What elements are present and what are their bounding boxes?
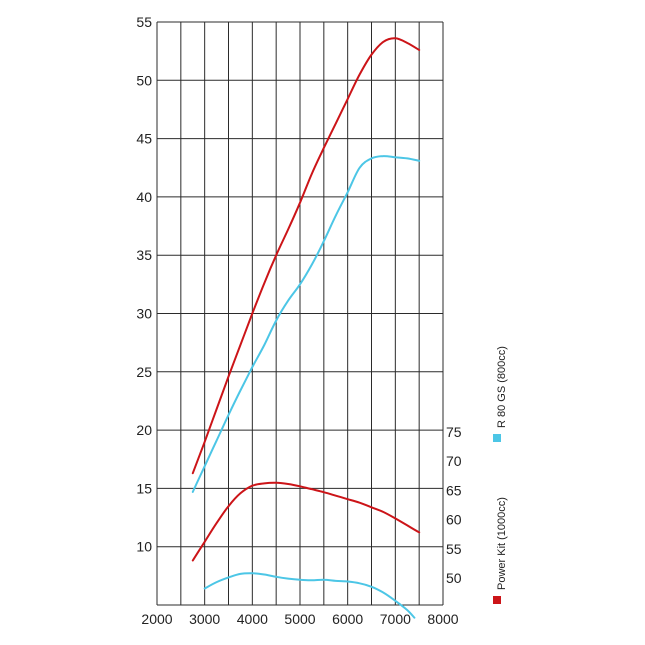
series-line-torque-powerkit bbox=[191, 481, 421, 562]
left-y-tick-label: 25 bbox=[136, 364, 152, 380]
x-tick-label: 6000 bbox=[332, 611, 363, 627]
right-y-tick-label: 60 bbox=[446, 512, 462, 528]
chart-grid bbox=[156, 21, 444, 606]
left-y-axis-ticks: 10 15 20 25 30 35 40 45 50 55 bbox=[136, 14, 152, 555]
left-y-tick-label: 30 bbox=[136, 306, 152, 322]
legend-powerkit: Power Kit (1000cc) bbox=[493, 497, 508, 604]
right-y-tick-label: 55 bbox=[446, 541, 462, 557]
x-tick-label: 7000 bbox=[380, 611, 411, 627]
left-y-tick-label: 20 bbox=[136, 422, 152, 438]
x-tick-label: 3000 bbox=[189, 611, 220, 627]
left-y-tick-label: 40 bbox=[136, 189, 152, 205]
left-y-tick-label: 55 bbox=[136, 14, 152, 30]
right-y-tick-label: 70 bbox=[446, 453, 462, 469]
x-tick-label: 8000 bbox=[427, 611, 458, 627]
legend-swatch-powerkit bbox=[493, 596, 501, 604]
x-axis-ticks: 2000 3000 4000 5000 6000 7000 8000 bbox=[141, 611, 458, 627]
legend-label-r80gs: R 80 GS (800cc) bbox=[496, 346, 508, 428]
series-lines bbox=[191, 37, 421, 619]
series-line-torque-r80gs bbox=[203, 572, 416, 619]
x-tick-label: 4000 bbox=[237, 611, 268, 627]
left-y-tick-label: 50 bbox=[136, 72, 152, 88]
legend-swatch-r80gs bbox=[493, 434, 501, 442]
series-line-power-powerkit bbox=[191, 37, 421, 475]
x-tick-label: 2000 bbox=[141, 611, 172, 627]
legend-label-powerkit: Power Kit (1000cc) bbox=[496, 497, 508, 590]
left-y-tick-label: 45 bbox=[136, 131, 152, 147]
x-tick-label: 5000 bbox=[284, 611, 315, 627]
left-y-tick-label: 35 bbox=[136, 247, 152, 263]
right-y-tick-label: 65 bbox=[446, 482, 462, 498]
left-y-tick-label: 15 bbox=[136, 480, 152, 496]
right-y-tick-label: 50 bbox=[446, 570, 462, 586]
series-line-power-r80gs bbox=[191, 155, 421, 493]
right-y-axis-ticks: 50 55 60 65 70 75 bbox=[446, 424, 462, 586]
left-y-tick-label: 10 bbox=[136, 539, 152, 555]
legend-r80gs: R 80 GS (800cc) bbox=[493, 346, 508, 442]
right-y-tick-label: 75 bbox=[446, 424, 462, 440]
